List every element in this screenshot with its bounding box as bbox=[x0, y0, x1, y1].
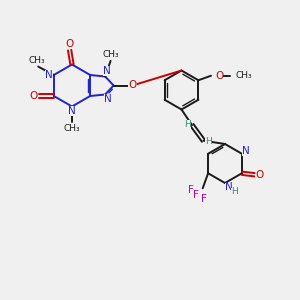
Text: O: O bbox=[215, 71, 223, 81]
Text: O: O bbox=[128, 80, 136, 91]
Text: H: H bbox=[205, 137, 211, 146]
Text: F: F bbox=[201, 194, 207, 204]
Text: F: F bbox=[193, 190, 199, 200]
Text: CH₃: CH₃ bbox=[102, 50, 119, 59]
Text: CH₃: CH₃ bbox=[28, 56, 45, 65]
Text: H: H bbox=[184, 120, 190, 129]
Text: N: N bbox=[45, 70, 53, 80]
Text: N: N bbox=[68, 106, 76, 116]
Text: CH₃: CH₃ bbox=[236, 71, 252, 80]
Text: N: N bbox=[242, 146, 249, 156]
Text: N: N bbox=[104, 94, 112, 104]
Text: CH₃: CH₃ bbox=[64, 124, 80, 133]
Text: O: O bbox=[29, 91, 38, 101]
Text: F: F bbox=[188, 185, 194, 195]
Text: N: N bbox=[225, 182, 232, 193]
Text: O: O bbox=[65, 39, 74, 49]
Text: N: N bbox=[103, 66, 111, 76]
Text: H: H bbox=[231, 188, 237, 196]
Text: O: O bbox=[256, 170, 264, 180]
